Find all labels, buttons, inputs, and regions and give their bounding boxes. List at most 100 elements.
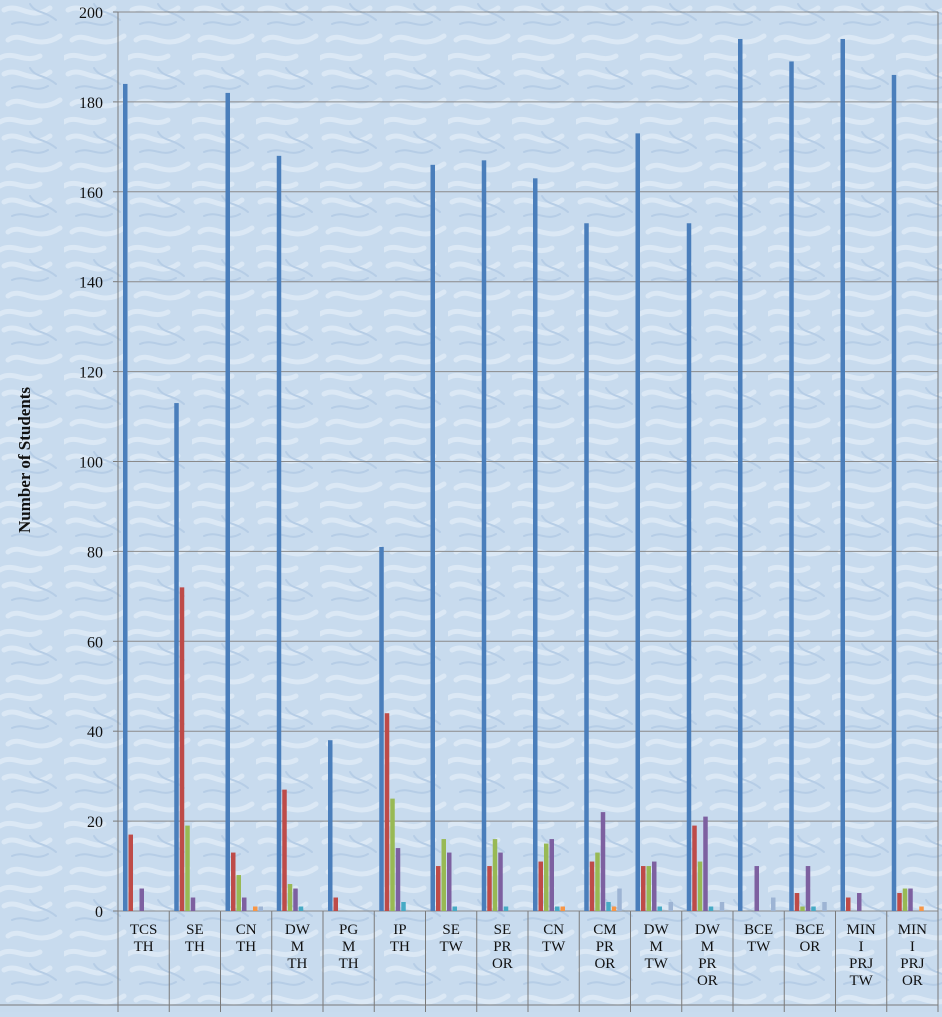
bar-series1-cat4 — [276, 155, 282, 912]
bar-series2-cat6 — [384, 713, 390, 911]
x-category-label-3: CN TH — [236, 922, 257, 955]
bar-series1-cat15 — [840, 38, 845, 912]
bar-series3-cat8 — [492, 839, 498, 911]
bar-series2-cat1 — [128, 834, 133, 911]
bar-series3-cat4 — [287, 884, 293, 911]
bar-series1-cat8 — [481, 160, 487, 911]
bar-series4-cat2 — [190, 897, 196, 911]
x-category-label-15: MIN I PRJ TW — [847, 922, 876, 989]
x-category-label-2: SE TH — [185, 922, 205, 955]
bar-series1-cat1 — [123, 83, 128, 912]
y-tick-labels: 0 20 40 60 80 100 120 140 160 180 200 — [79, 5, 103, 921]
bar-series5-cat14 — [811, 906, 816, 911]
bar-series5-cat11 — [657, 906, 662, 911]
bar-series2-cat12 — [692, 825, 697, 911]
x-category-label-6: IP TH — [390, 922, 410, 955]
bar-series5-cat6 — [401, 902, 406, 911]
bar-series4-cat9 — [549, 839, 554, 911]
bar-series4-cat4 — [293, 888, 298, 911]
bar-series4-cat7 — [447, 852, 452, 911]
bar-series3-cat7 — [441, 839, 446, 911]
bar-series1-cat11 — [635, 133, 640, 912]
bar-series7-cat12 — [719, 902, 725, 911]
x-category-label-10: CM PR OR — [593, 922, 616, 972]
bar-series5-cat12 — [708, 906, 714, 911]
bar-series4-cat8 — [498, 852, 503, 911]
bar-series5-cat10 — [606, 902, 611, 911]
bar-series4-cat6 — [395, 848, 401, 911]
bar-series6-cat9 — [560, 906, 565, 911]
bar-series4-cat11 — [652, 861, 657, 911]
bar-series2-cat7 — [436, 866, 441, 911]
bar-series4-cat3 — [242, 897, 247, 911]
x-category-labels: TCS TH SE TH CN TH DW M TH PG M TH IP TH SE TW SE PR OR CN T… — [130, 922, 927, 989]
bar-series1-cat6 — [379, 546, 384, 911]
y-tick-label-120: 120 — [79, 365, 103, 382]
x-category-label-13: BCE TW — [744, 922, 773, 955]
x-category-label-4: DW M TH — [285, 922, 311, 972]
bar-series2-cat11 — [641, 866, 646, 911]
x-category-label-16: MIN I PRJ OR — [898, 922, 927, 989]
x-category-label-1: TCS TH — [130, 922, 158, 955]
bar-series1-cat5 — [328, 740, 333, 911]
bars — [123, 38, 924, 912]
bar-series4-cat10 — [600, 812, 606, 911]
y-tick-label-200: 200 — [79, 5, 103, 22]
bar-series1-cat9 — [533, 178, 538, 911]
bar-series2-cat15 — [846, 897, 851, 911]
y-tick-label-100: 100 — [79, 455, 103, 472]
bar-series7-cat11 — [668, 902, 673, 911]
x-category-label-8: SE PR OR — [492, 922, 513, 972]
gridlines — [0, 11, 939, 1012]
x-category-label-5: PG M TH — [339, 922, 359, 972]
bar-series6-cat16 — [919, 906, 924, 911]
x-category-label-9: CN TW — [542, 922, 566, 955]
bar-series4-cat16 — [908, 888, 913, 911]
bar-series3-cat11 — [646, 866, 651, 911]
bar-series3-cat14 — [800, 906, 805, 911]
y-tick-label-60: 60 — [87, 634, 103, 651]
bar-series3-cat9 — [544, 843, 549, 911]
bar-series1-cat10 — [584, 223, 589, 911]
bar-series2-cat9 — [538, 861, 543, 911]
bar-series7-cat13 — [771, 897, 776, 911]
bar-series4-cat13 — [754, 866, 759, 911]
y-tick-label-40: 40 — [87, 724, 103, 741]
bar-series3-cat3 — [236, 875, 241, 911]
bar-series2-cat4 — [282, 789, 287, 911]
bar-series4-cat14 — [805, 866, 811, 911]
bar-series2-cat14 — [794, 893, 800, 911]
bar-series2-cat3 — [231, 852, 236, 911]
bar-series5-cat4 — [298, 906, 304, 911]
bar-series6-cat3 — [253, 906, 258, 911]
x-category-label-12: DW M PR OR — [695, 922, 721, 989]
bar-series2-cat2 — [179, 587, 185, 911]
bar-series1-cat13 — [738, 38, 743, 912]
bar-series3-cat16 — [902, 888, 908, 911]
bar-series1-cat16 — [891, 74, 897, 912]
y-tick-label-180: 180 — [79, 95, 103, 112]
bar-series5-cat9 — [555, 906, 560, 911]
bar-series2-cat8 — [487, 866, 492, 911]
x-category-label-7: SE TW — [439, 922, 463, 955]
bar-series3-cat2 — [185, 825, 190, 911]
bar-series7-cat14 — [822, 902, 827, 911]
y-axis-label: Number of Students — [15, 387, 34, 533]
bar-series7-cat3 — [258, 906, 263, 911]
y-tick-label-0: 0 — [95, 904, 103, 921]
y-tick-label-140: 140 — [79, 275, 103, 292]
bar-series4-cat15 — [857, 893, 862, 911]
y-tick-label-80: 80 — [87, 544, 103, 561]
bar-series3-cat12 — [697, 861, 703, 911]
bar-series2-cat16 — [897, 893, 902, 911]
bar-series1-cat2 — [174, 403, 179, 911]
bar-series5-cat8 — [503, 906, 509, 911]
bar-series1-cat14 — [789, 61, 794, 911]
bar-series2-cat5 — [333, 897, 338, 911]
bar-series6-cat10 — [611, 906, 617, 911]
bar-series4-cat1 — [139, 888, 144, 911]
bar-series3-cat10 — [595, 852, 600, 911]
